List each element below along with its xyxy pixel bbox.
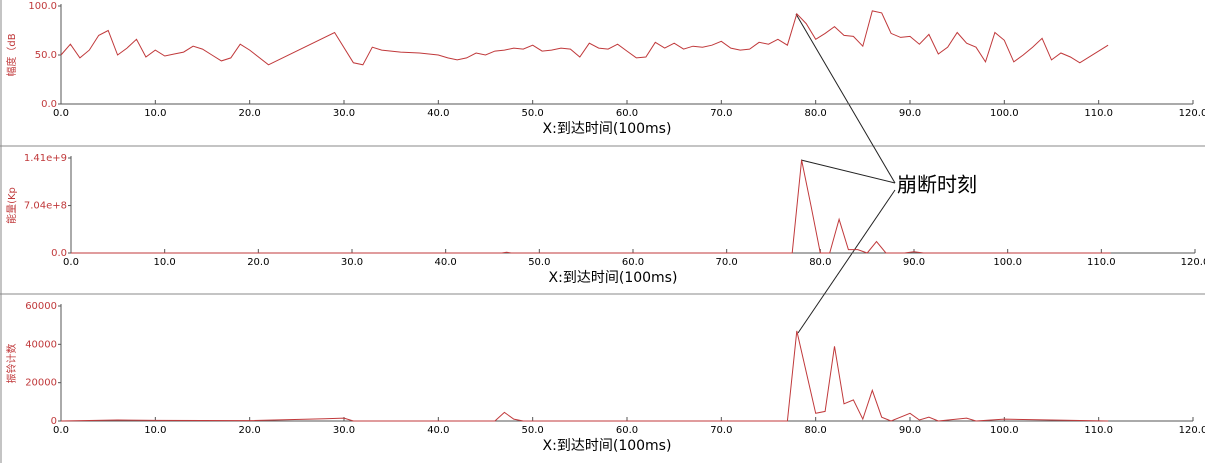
x-tick-label: 90.0 [899,425,921,436]
x-tick-label: 70.0 [710,108,732,119]
x-tick-label: 100.0 [990,425,1019,436]
y-tick-label: 0.0 [41,99,57,110]
x-tick-label: 90.0 [903,257,925,268]
x-tick-label: 20.0 [247,257,269,268]
x-tick-label: 40.0 [435,257,457,268]
x-tick-label: 30.0 [333,425,355,436]
y-axis-label: 能量(Kp [5,187,18,224]
x-tick-label: 0.0 [53,108,69,119]
x-tick-label: 10.0 [144,108,166,119]
x-tick-label: 40.0 [427,425,449,436]
x-tick-label: 30.0 [341,257,363,268]
x-tick-label: 20.0 [239,425,261,436]
x-tick-label: 110.0 [1084,425,1113,436]
y-tick-label: 60000 [25,301,57,312]
annotation: 崩断时刻 [897,173,977,197]
x-tick-label: 60.0 [616,108,638,119]
y-axis-label: 振铃计数 [5,344,18,384]
y-tick-label: 100.0 [28,1,57,12]
y-tick-label: 0.0 [51,248,67,259]
x-tick-label: 60.0 [622,257,644,268]
y-tick-label: 0 [51,416,57,427]
x-tick-label: 100.0 [990,108,1019,119]
x-tick-label: 80.0 [805,425,827,436]
x-tick-label: 100.0 [993,257,1022,268]
y-tick-label: 20000 [25,378,57,389]
x-tick-label: 0.0 [53,425,69,436]
x-tick-label: 30.0 [333,108,355,119]
line [60,330,1109,422]
x-tick-label: 120.0 [1181,257,1205,268]
line [71,159,1111,254]
y-tick-label: 50.0 [35,50,57,61]
x-tick-label: 60.0 [616,425,638,436]
x-tick-label: 10.0 [154,257,176,268]
y-tick-label: 40000 [25,339,57,350]
x-tick-label: 70.0 [716,257,738,268]
x-tick-label: 120.0 [1179,425,1205,436]
x-tick-label: 110.0 [1087,257,1116,268]
x-axis-label: X:到达时间(100ms) [549,270,678,286]
x-tick-label: 110.0 [1084,108,1113,119]
x-tick-label: 10.0 [144,425,166,436]
x-tick-label: 70.0 [710,425,732,436]
x-tick-label: 0.0 [63,257,79,268]
y-axis-label: 幅度（dB [5,33,18,76]
x-axis-label: X:到达时间(100ms) [543,121,672,137]
annotation-lines [795,13,896,334]
x-tick-label: 50.0 [522,425,544,436]
x-tick-label: 40.0 [427,108,449,119]
y-tick-label: 7.04e+8 [24,201,67,212]
x-tick-label: 120.0 [1179,108,1205,119]
y-tick-label: 1.41e+9 [24,153,67,164]
x-tick-label: 50.0 [528,257,550,268]
x-tick-label: 80.0 [805,108,827,119]
x-tick-label: 20.0 [239,108,261,119]
line [60,10,1109,66]
x-axis-label: X:到达时间(100ms) [543,438,672,454]
x-tick-label: 50.0 [522,108,544,119]
x-tick-label: 80.0 [809,257,831,268]
x-tick-label: 90.0 [899,108,921,119]
